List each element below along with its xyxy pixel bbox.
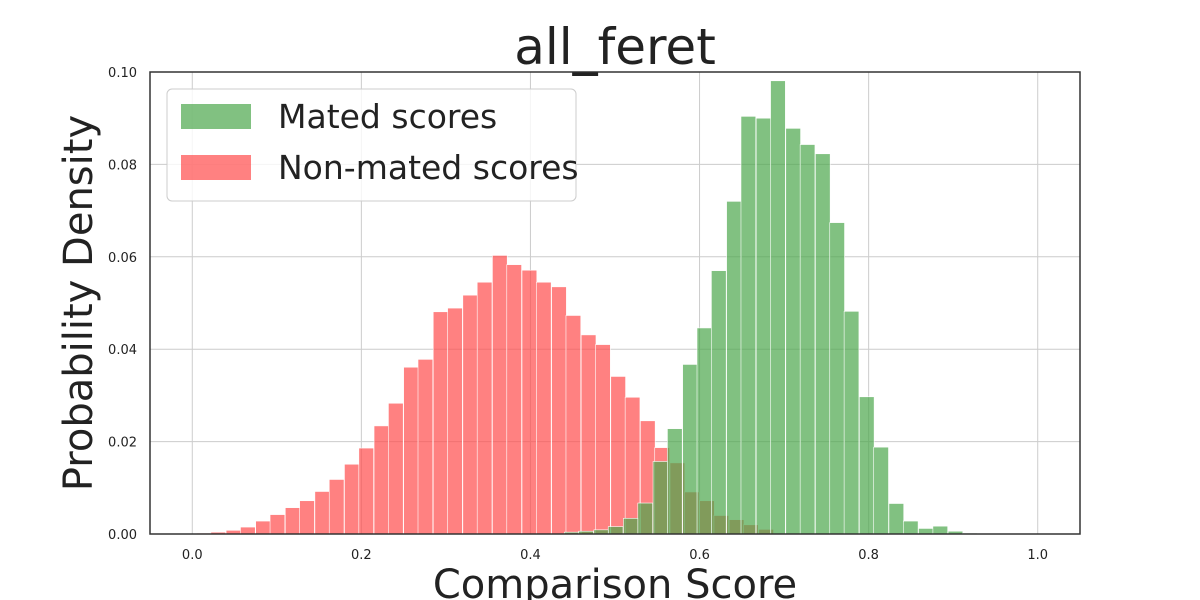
histogram-bar-non-mated — [373, 425, 390, 535]
histogram-bar-mated — [667, 428, 683, 535]
y-tick-label: 0.08 — [108, 158, 137, 173]
histogram-bar-non-mated — [284, 507, 301, 535]
legend-label-mated: Mated scores — [278, 97, 497, 136]
legend-swatch-mated — [181, 104, 251, 129]
histogram-bar-mated — [932, 525, 948, 535]
histogram-bar-mated — [623, 517, 639, 535]
histogram-bar-non-mated — [417, 359, 434, 535]
histogram-bar-non-mated — [462, 294, 478, 535]
legend-label-non-mated: Non-mated scores — [278, 148, 579, 187]
y-tick-label: 0.00 — [108, 528, 137, 543]
legend: Mated scores Non-mated scores — [166, 88, 579, 202]
histogram-bar-mated — [918, 528, 934, 535]
histogram-bar-non-mated — [565, 315, 582, 535]
histogram-bar-non-mated — [506, 264, 522, 535]
plot-area-frame — [149, 71, 1081, 535]
histogram-bar-mated — [785, 128, 801, 535]
y-tick-label: 0.10 — [108, 66, 137, 81]
histogram-bar-non-mated — [610, 376, 626, 535]
histogram-bar-mated — [770, 80, 786, 535]
histogram-bar-non-mated — [595, 344, 611, 535]
histogram-bar-non-mated — [328, 479, 345, 535]
y-tick-label: 0.06 — [108, 251, 137, 266]
histogram-bar-mated — [888, 503, 905, 535]
x-tick-label: 0.4 — [520, 548, 541, 563]
histogram-bar-non-mated — [358, 447, 374, 535]
histogram-bar-non-mated — [551, 286, 567, 535]
chart-title: all_feret — [514, 18, 716, 76]
histogram-bar-non-mated — [580, 334, 597, 535]
histogram-bar-non-mated — [536, 281, 552, 535]
histogram-bar-mated — [711, 270, 727, 535]
x-tick-label: 0.2 — [351, 548, 372, 563]
histogram-bar-mated — [740, 116, 757, 535]
histogram-bar-non-mated — [521, 269, 538, 535]
histogram-bar-mated — [652, 461, 669, 535]
x-tick-label: 1.0 — [1027, 548, 1048, 563]
legend-box — [166, 88, 577, 202]
x-tick-label: 0.0 — [182, 548, 203, 563]
histogram-bars — [196, 80, 978, 535]
tick-labels: 0.0 0.2 0.4 0.6 0.8 1.0 0.00 0.02 0.04 0.06 0.08 0.… — [108, 66, 1048, 563]
histogram-bar-mated — [799, 144, 816, 535]
histogram-bar-non-mated — [314, 491, 330, 535]
histogram-bar-non-mated — [344, 463, 360, 535]
histogram-bar-mated — [682, 364, 698, 535]
histogram-bar-non-mated — [447, 307, 463, 535]
histogram-bar-non-mated — [269, 514, 286, 535]
histogram-bar-mated — [902, 520, 919, 535]
histogram-bar-non-mated — [388, 402, 404, 535]
histogram-bar-non-mated — [255, 520, 271, 535]
histogram-bar-non-mated — [240, 526, 256, 535]
x-tick-label: 0.6 — [689, 548, 710, 563]
histogram-bar-non-mated — [492, 255, 508, 535]
histogram-bar-non-mated — [432, 311, 449, 535]
histogram-bar-mated — [843, 311, 860, 535]
histogram-bar-mated — [815, 153, 831, 535]
histogram-bar-non-mated — [403, 366, 419, 535]
histogram-bar-mated — [637, 502, 653, 535]
histogram-bar-mated — [873, 446, 889, 535]
y-tick-label: 0.04 — [108, 343, 137, 358]
x-tick-label: 0.8 — [858, 548, 879, 563]
legend-swatch-non-mated — [181, 155, 251, 180]
y-tick-label: 0.02 — [108, 436, 137, 451]
histogram-bar-mated — [755, 117, 772, 535]
x-axis-label: Comparison Score — [433, 562, 797, 600]
histogram-bar-mated — [829, 222, 845, 535]
histogram-bar-non-mated — [476, 281, 493, 535]
y-axis-label: Probability Density — [56, 115, 102, 491]
histogram-bar-mated — [859, 396, 875, 535]
histogram-bar-mated — [726, 201, 742, 535]
histogram-bar-mated — [607, 526, 624, 535]
histogram-bar-mated — [696, 327, 713, 535]
histogram-bar-non-mated — [299, 500, 315, 535]
